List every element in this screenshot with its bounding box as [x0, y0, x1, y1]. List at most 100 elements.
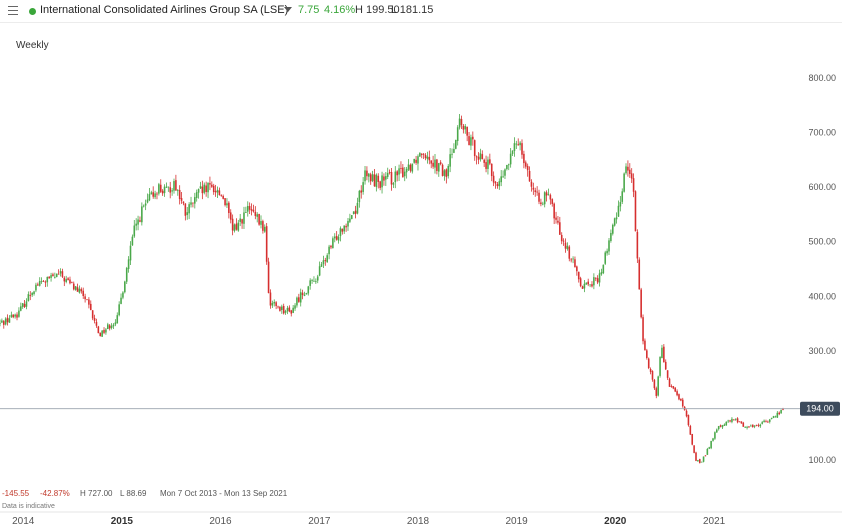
candle [188, 202, 190, 220]
candle [135, 218, 137, 231]
candle [57, 269, 60, 275]
candle [693, 445, 695, 454]
candle [362, 177, 364, 195]
candle [434, 154, 436, 174]
candle [581, 285, 584, 289]
interval-label[interactable]: Weekly [16, 40, 49, 51]
candle [354, 205, 357, 219]
candle [449, 148, 451, 173]
candle [316, 274, 319, 284]
candle [341, 228, 344, 235]
candle [611, 223, 614, 236]
candle [222, 194, 224, 200]
candle [246, 201, 249, 217]
candle [507, 163, 510, 171]
candle [284, 309, 287, 315]
candle [212, 183, 215, 195]
candle [116, 312, 119, 324]
candle [413, 158, 415, 164]
candle [216, 186, 219, 198]
candle [21, 303, 24, 309]
candle [498, 178, 501, 190]
candle [632, 173, 635, 198]
candle [657, 375, 659, 397]
candle [545, 190, 548, 202]
candle [441, 163, 444, 177]
candle [687, 414, 690, 427]
candle [646, 348, 648, 360]
candle [494, 180, 497, 189]
candle [774, 415, 777, 418]
candle [86, 299, 88, 301]
candle [458, 113, 461, 130]
candle [296, 296, 298, 308]
candle [178, 185, 181, 205]
period-change: -145.55 [2, 489, 30, 498]
candle [103, 327, 105, 335]
candle [765, 419, 767, 423]
candle [29, 291, 32, 301]
candle [702, 456, 705, 463]
candle [262, 219, 264, 234]
candle [411, 163, 414, 174]
candle [417, 154, 419, 171]
candle [407, 159, 410, 172]
candle [146, 193, 149, 204]
disclaimer: Data is indicative [2, 503, 55, 510]
candle [383, 173, 385, 186]
candle [299, 288, 302, 307]
candle [598, 269, 601, 287]
candle [379, 180, 381, 191]
candle [226, 198, 228, 209]
last-price-label: 194.00 [806, 404, 834, 414]
candle [377, 173, 380, 189]
candle [315, 278, 317, 284]
candle [194, 192, 196, 209]
menu-icon[interactable] [8, 6, 18, 15]
candle [358, 189, 361, 208]
candle [101, 330, 103, 337]
candle [451, 148, 453, 159]
candle [169, 181, 172, 199]
period-range: Mon 7 Oct 2013 - Mon 13 Sep 2021 [160, 489, 288, 498]
candle [456, 125, 459, 146]
candle [186, 206, 189, 220]
caret-down-icon[interactable] [284, 7, 292, 12]
candle [426, 151, 429, 164]
candle [239, 213, 241, 227]
live-status-dot [29, 8, 36, 15]
candle [133, 219, 136, 238]
candle [55, 273, 58, 278]
candle [712, 437, 714, 442]
candle [252, 204, 255, 213]
candle [256, 212, 259, 223]
candle [84, 293, 86, 303]
candle [649, 367, 652, 375]
candle [460, 115, 463, 129]
candle [536, 186, 538, 196]
candle [159, 179, 162, 193]
x-tick-label: 2020 [604, 516, 627, 527]
candle [369, 172, 372, 185]
candle [659, 356, 661, 378]
candle [322, 255, 325, 269]
candle [572, 256, 574, 264]
candle [118, 301, 120, 317]
period-change-percent: -42.87% [40, 489, 70, 498]
candle [585, 282, 588, 285]
candle [54, 272, 56, 279]
candle [534, 187, 537, 197]
candle [755, 424, 758, 427]
candle [472, 131, 474, 146]
x-tick-label: 2021 [703, 516, 726, 527]
candle [420, 153, 423, 159]
candle [547, 188, 550, 196]
candle [772, 415, 775, 419]
candle [254, 206, 257, 220]
candle [89, 300, 92, 311]
candle [171, 188, 173, 196]
candle [519, 141, 521, 151]
candle [638, 257, 641, 290]
candle [768, 418, 771, 424]
candle [392, 182, 395, 188]
